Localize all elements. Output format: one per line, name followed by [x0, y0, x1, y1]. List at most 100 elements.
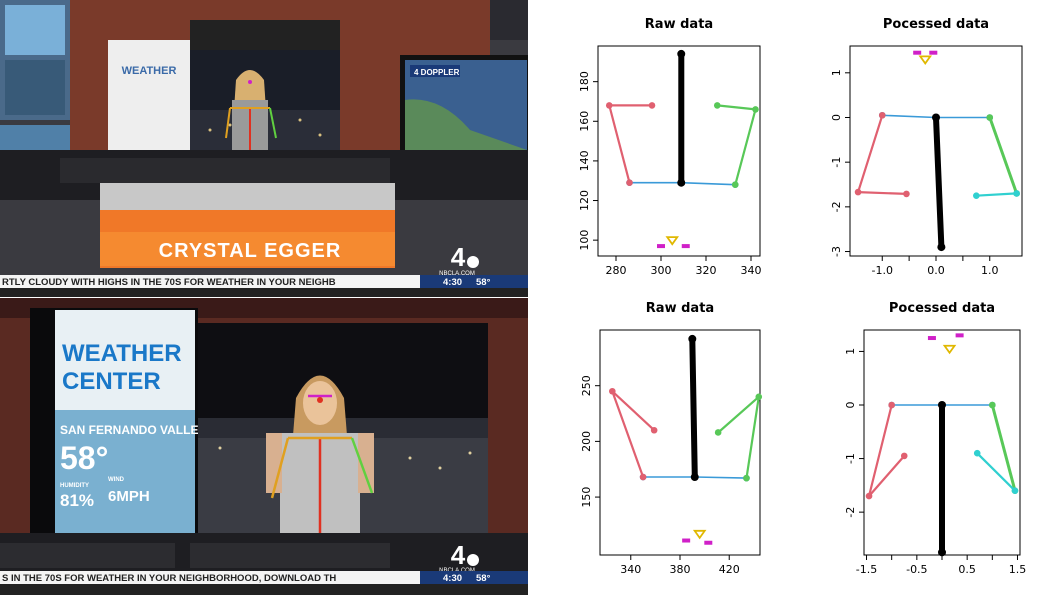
right-arm-line-point	[714, 429, 722, 436]
x-tick-label: 420	[719, 563, 740, 576]
left-arm-line-point	[650, 426, 658, 434]
svg-text:4: 4	[451, 242, 466, 272]
y-tick-label: -1	[844, 453, 857, 464]
right-forearm-line	[976, 452, 1017, 492]
lower-third-name: CRYSTAL EGGER	[159, 240, 342, 262]
right-arm-line-point	[755, 393, 763, 401]
y-tick-label: -2	[830, 201, 843, 212]
svg-text:WIND: WIND	[108, 477, 125, 483]
y-tick-label: 100	[578, 230, 591, 251]
doppler-label: 4 DOPPLER	[414, 68, 460, 77]
location-label: SAN FERNANDO VALLEY	[60, 423, 206, 437]
x-tick-label: 340	[741, 264, 762, 277]
processed-data-chart-2-svg: Pocessed data -1.5 -0.5 0.5 1.5 -2 -1 0 1	[844, 301, 1027, 576]
svg-text:NBCLA.COM: NBCLA.COM	[439, 271, 475, 277]
weather-center-line1: WEATHER	[62, 340, 182, 367]
y-tick-label: -3	[830, 246, 843, 257]
ticker-temp: 58°	[476, 573, 491, 584]
torso-line	[689, 335, 698, 480]
x-tick-label: 280	[606, 264, 627, 277]
chart-processed-2: Pocessed data -1.5 -0.5 0.5 1.5 -2 -1 0 1	[800, 297, 1058, 600]
humidity-value: 81%	[60, 491, 94, 510]
right-arm-line-point	[743, 474, 750, 482]
right-arm-line	[716, 104, 757, 186]
svg-text:HUMIDITY: HUMIDITY	[60, 483, 89, 489]
ticker-temp: 58°	[476, 277, 491, 288]
x-tick-label: 0.0	[927, 264, 945, 277]
weather-center-line2: CENTER	[62, 368, 161, 395]
right-upper-arm-line	[990, 403, 1017, 493]
pose-overlay	[270, 394, 374, 538]
right-arm-line-point	[731, 181, 739, 188]
right-upper-arm-line-point	[986, 114, 994, 121]
y-tick-label: 1	[844, 348, 857, 355]
chart-raw-1: Raw data 280 300 320 340 100 120 140 160 180	[548, 0, 773, 300]
x-tick-label: 380	[670, 563, 691, 576]
svg-text:4: 4	[451, 540, 466, 570]
left-arm-line-point	[648, 102, 656, 109]
ticker-text: S IN THE 70S FOR WEATHER IN YOUR NEIGHBO…	[2, 573, 336, 584]
left-arm-line-point	[888, 401, 895, 409]
torso-line-point	[677, 49, 686, 58]
processed-data-chart-1-svg: Pocessed data -1.0 0.0 1.0 -3 -2 -1 0 1	[830, 17, 1023, 277]
y-tick-label: 180	[578, 71, 591, 92]
screen-text: WEATHER	[122, 65, 177, 77]
left-arm-line-point	[854, 188, 862, 196]
torso-line-point	[932, 113, 940, 122]
plot-frame	[599, 329, 761, 556]
nose-marker	[942, 344, 957, 355]
right-arm-line-point	[713, 102, 721, 109]
right-forearm-line-point	[973, 449, 981, 457]
wind-value: 6MPH	[108, 488, 150, 505]
y-tick-label: 120	[578, 190, 591, 211]
x-tick-label: 1.0	[981, 264, 999, 277]
x-tick-label: 320	[696, 264, 717, 277]
left-arm-line-point	[900, 452, 908, 460]
torso-line-point	[937, 243, 946, 252]
video-frame-1: WEATHER 4 DOPPLER CR	[0, 0, 528, 297]
chart-title: Raw data	[646, 301, 714, 316]
torso-line-point	[938, 548, 946, 557]
chart-processed-1: Pocessed data -1.0 0.0 1.0 -3 -2 -1 0 1	[800, 0, 1058, 300]
eye-marker	[657, 244, 665, 249]
nose-marker	[918, 55, 932, 65]
y-tick-label: 200	[580, 431, 593, 452]
y-tick-label: 140	[578, 150, 591, 171]
torso-line-point	[688, 334, 697, 343]
lower-third	[100, 232, 395, 266]
eye-marker	[955, 333, 964, 338]
left-arm-line-point	[903, 190, 910, 198]
chart-title: Raw data	[645, 17, 713, 32]
x-tick-label: -1.0	[872, 264, 893, 277]
x-tick-label: -1.5	[856, 563, 877, 576]
x-tick-label: 1.5	[1009, 563, 1027, 576]
news-ticker	[0, 571, 528, 584]
y-tick-label: 1	[830, 69, 843, 76]
ticker-time: 4:30	[443, 573, 462, 584]
x-tick-label: 300	[651, 264, 672, 277]
left-arm-line-point	[626, 179, 633, 186]
chart-raw-2: Raw data 340 380 420 150 200 250	[548, 297, 773, 600]
raw-data-chart-1-svg: Raw data 280 300 320 340 100 120 140 160 180	[578, 17, 762, 277]
news-ticker	[0, 275, 528, 288]
eye-marker	[929, 50, 938, 55]
right-arm-line	[717, 395, 760, 480]
eye-marker	[681, 244, 690, 249]
raw-data-chart-2-svg: Raw data 340 380 420 150 200 250	[580, 301, 763, 576]
y-tick-label: 0	[830, 114, 843, 121]
nose-marker	[665, 236, 679, 246]
ticker-text: RTLY CLOUDY WITH HIGHS IN THE 70S FOR WE…	[2, 277, 336, 288]
video-frame-2: WEATHER CENTER SAN FERNANDO VALLEY 58° H…	[0, 298, 528, 595]
y-tick-label: -2	[844, 507, 857, 518]
y-tick-label: 250	[580, 375, 593, 396]
weather-screen-panel	[108, 40, 190, 156]
left-arm-line-point	[605, 102, 613, 109]
right-forearm-line-point	[1013, 190, 1020, 197]
eye-marker	[927, 336, 936, 341]
torso-line-point	[938, 401, 946, 409]
torso-line	[933, 114, 945, 251]
y-tick-label: 0	[844, 402, 857, 409]
left-arm-line-point	[865, 492, 873, 500]
right-upper-arm-line	[988, 116, 1019, 195]
left-arm-line	[867, 403, 906, 498]
